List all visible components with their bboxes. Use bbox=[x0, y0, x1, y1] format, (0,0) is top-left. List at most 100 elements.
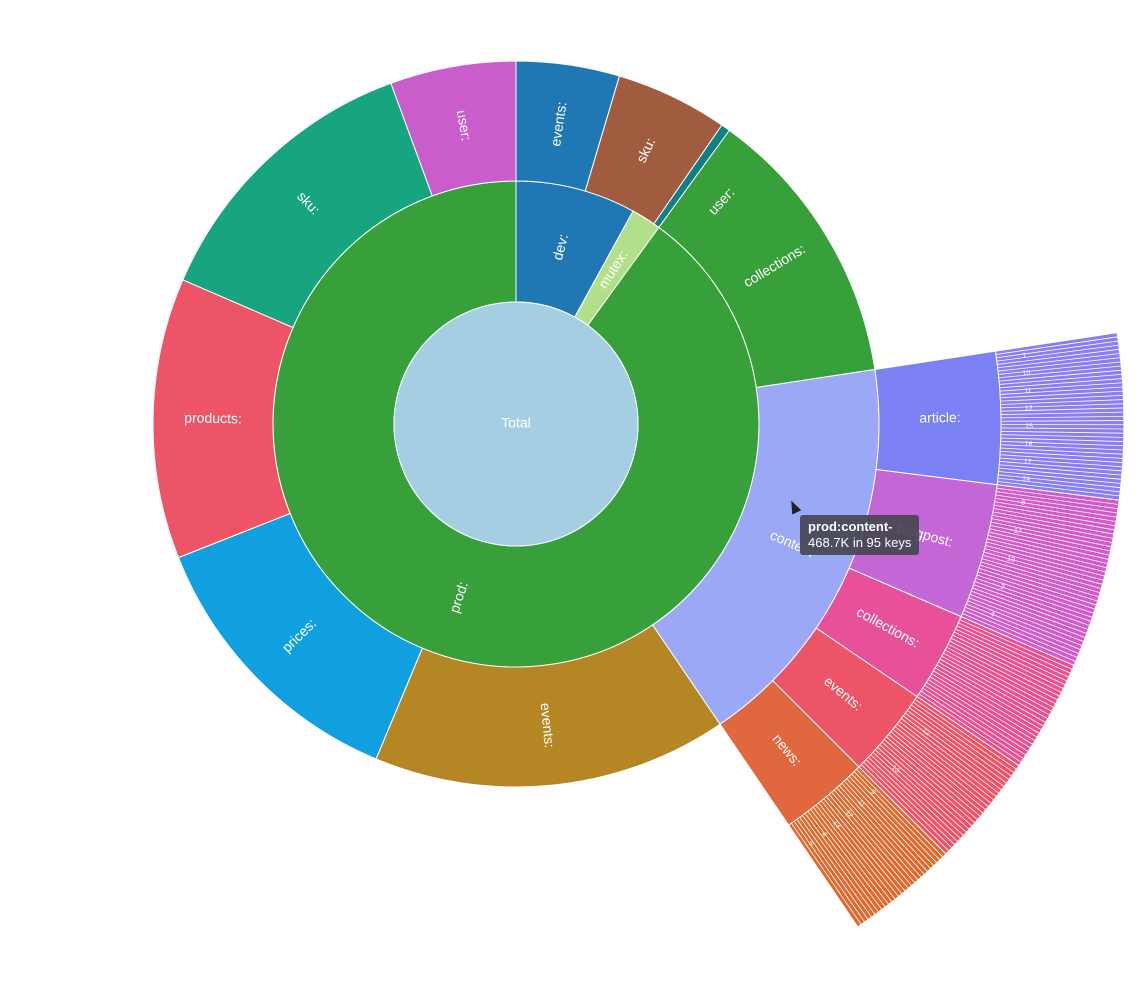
level1-prod-content-news-leaf-divider bbox=[818, 802, 896, 900]
level1-prod-content-article-leaf-divider bbox=[1000, 437, 1124, 442]
level1-prod-content-article-leaf-divider bbox=[1000, 430, 1124, 434]
level1-prod-events-label: events: bbox=[537, 702, 557, 749]
level1-prod-content-events-leaf-divider bbox=[886, 736, 981, 817]
level1-prod-content-blogpost-leaf-divider bbox=[966, 603, 1081, 650]
tooltip-detail: 468.7K in 95 keys bbox=[808, 535, 912, 550]
level1-prod-content-news-leaf-label: 13 bbox=[831, 819, 841, 830]
level1-prod-content-news-leaf-divider bbox=[836, 787, 919, 881]
level1-prod-content-events-leaf-divider bbox=[868, 756, 959, 843]
level1-prod-user-arc[interactable] bbox=[390, 60, 517, 197]
level1-prod-content-blogpost-leaf-divider bbox=[993, 508, 1115, 531]
level1-prod-content-events-leaf-divider bbox=[901, 718, 1000, 794]
level1-prod-content-blogpost-leaf-divider bbox=[994, 504, 1116, 527]
level1-prod-content-news-leaf-divider bbox=[793, 821, 866, 923]
level1-prod-content-article-leaf-label: 16 bbox=[1025, 441, 1033, 448]
level1-prod-content-events-leaf-divider bbox=[881, 741, 976, 824]
level1-prod-content-blogpost-leaf-divider bbox=[976, 574, 1094, 614]
level1-prod-content-blogpost-leaf-divider bbox=[996, 491, 1119, 510]
level1-prod-content-article-leaf-divider bbox=[1000, 434, 1124, 438]
level1-prod-content-article-leaf-divider bbox=[998, 365, 1122, 379]
level1-prod-content-news-leaf-ring[interactable] bbox=[787, 766, 947, 928]
level1-prod-content-news-leaf-divider bbox=[804, 813, 879, 913]
level1-prod-content-events-leaf-divider bbox=[907, 710, 1007, 784]
level1-prod-content-events-leaf-divider bbox=[888, 734, 984, 814]
level1-prod-content-blogpost-leaf-divider bbox=[977, 571, 1096, 610]
level1-prod-content-blogpost-leaf-divider bbox=[992, 511, 1115, 535]
level1-prod-products-label: products: bbox=[184, 409, 242, 426]
level1-prod-content-article-leaf-divider bbox=[998, 471, 1122, 484]
level1-prod-content-article-leaf-divider bbox=[1000, 427, 1124, 430]
level1-prod-content-blogpost-leaf-divider bbox=[983, 551, 1103, 585]
level1-prod-content-collections-leaf-divider bbox=[959, 619, 1073, 670]
level1-prod-content-collections-leaf-divider bbox=[943, 652, 1053, 712]
level1-prod-content-blogpost-leaf-divider bbox=[986, 541, 1106, 573]
level1-prod-content-collections-leaf-divider bbox=[936, 664, 1044, 727]
level1-prod-content-article-leaf-divider bbox=[999, 382, 1123, 392]
level1-prod-content-collections-leaf-divider bbox=[939, 658, 1048, 720]
level1-prod-content-events-leaf-divider bbox=[914, 699, 1017, 770]
level1-prod-content-news-leaf-divider bbox=[838, 785, 922, 878]
level1-prod-content-news-leaf-divider bbox=[807, 811, 883, 910]
level1-prod-content-events-leaf-divider bbox=[872, 751, 964, 836]
level1-prod-content-article-leaf-divider bbox=[999, 378, 1123, 389]
level1-prod-content-blogpost-leaf-divider bbox=[987, 534, 1108, 565]
level1-prod-content-article-leaf-divider bbox=[1000, 394, 1124, 402]
level1-prod-content-collections-leaf-divider bbox=[950, 637, 1062, 693]
level1-prod-content-blogpost-leaf-divider bbox=[969, 593, 1086, 638]
level1-prod-content-events-leaf-divider bbox=[896, 723, 995, 801]
level1-prod-content-news-leaf-label: 4 bbox=[820, 831, 828, 838]
level1-prod-content-article-leaf-divider bbox=[997, 353, 1120, 369]
level1-prod-content-blogpost-leaf-divider bbox=[990, 524, 1111, 552]
level1-prod-content-blogpost-leaf-label: 2 bbox=[999, 584, 1005, 592]
level1-prod-content-blogpost-leaf-divider bbox=[972, 587, 1089, 630]
level1-prod-user-label: user: bbox=[454, 109, 475, 142]
level1-prod-content-collections-leaf-divider bbox=[929, 676, 1036, 742]
level1-prod-content-news-leaf-divider bbox=[846, 778, 931, 869]
level1-prod-content-news-leaf-label: 6 bbox=[807, 840, 815, 847]
level1-prod-content-article-leaf-divider bbox=[999, 369, 1122, 382]
level1-prod-content-news-leaf-divider bbox=[812, 806, 889, 905]
root-circle[interactable] bbox=[393, 301, 639, 547]
level1-prod-content-article-leaf-divider bbox=[998, 361, 1121, 375]
level1-prod-content-events-leaf-divider bbox=[883, 739, 978, 820]
level1-prod-content-article-leaf-divider bbox=[1000, 407, 1124, 412]
level1-prod-content-article-leaf-divider bbox=[1000, 447, 1124, 455]
level1-prod-content-collections-leaf-divider bbox=[944, 649, 1055, 708]
level1-prod-content-article-leaf-divider bbox=[1000, 411, 1124, 415]
level1-prod-content-blogpost-leaf-divider bbox=[974, 581, 1092, 622]
level1-prod-content-article-leaf-divider bbox=[998, 474, 1121, 489]
level1-prod-content-collections-leaf-divider bbox=[931, 673, 1038, 738]
level1-prod-content-blogpost-leaf-label: 19 bbox=[1006, 555, 1015, 564]
level1-prod-content-news-leaf-divider bbox=[796, 819, 869, 920]
level1-prod-content-collections-leaf-divider bbox=[953, 631, 1066, 686]
level1-prod-content-blogpost-leaf-divider bbox=[988, 531, 1109, 560]
level1-prod-content-article-label: article: bbox=[919, 409, 960, 426]
level1-prod-content-blogpost-leaf-divider bbox=[995, 494, 1118, 514]
level1-prod-content-blogpost-leaf-divider bbox=[985, 544, 1105, 577]
level1-prod-content-blogpost-leaf-divider bbox=[975, 577, 1093, 618]
level1-prod-content-collections-leaf-divider bbox=[946, 646, 1056, 705]
level1-prod-content-events-leaf-divider bbox=[894, 726, 992, 804]
sunburst-root[interactable]: Total bbox=[393, 301, 639, 547]
level1-prod-content-news-leaf-label: 9 bbox=[869, 789, 877, 797]
level1-prod-content-news-leaf-divider bbox=[856, 769, 944, 858]
level1-prod-content-blogpost-leaf-divider bbox=[980, 561, 1100, 598]
level1-prod-content-blogpost-leaf-divider bbox=[995, 497, 1117, 518]
level1-prod-content-article-leaf-label: 19 bbox=[1022, 476, 1031, 484]
level1-prod-content-blogpost-leaf-divider bbox=[978, 568, 1097, 606]
level1-prod-content-news-leaf-divider bbox=[791, 822, 862, 925]
level1-prod-content-events-leaf-divider bbox=[877, 746, 970, 830]
level1-prod-content-article-leaf-divider bbox=[995, 336, 1118, 355]
level1-prod-content-collections-leaf-divider bbox=[924, 684, 1029, 752]
level1-prod-content-collections-leaf-divider bbox=[941, 655, 1051, 716]
level1-prod-content-collections-leaf-divider bbox=[920, 690, 1024, 760]
level1-prod-content-events-leaf-divider bbox=[909, 707, 1010, 780]
level1-prod-content-blogpost-leaf-divider bbox=[973, 584, 1090, 626]
level1-prod-content-article-leaf-divider bbox=[999, 454, 1123, 463]
level1-prod-content-events-leaf-divider bbox=[879, 744, 973, 827]
level1-prod-content-collections-leaf-divider bbox=[956, 625, 1069, 678]
level1-prod-content-blogpost-leaf-divider bbox=[968, 597, 1084, 642]
tooltip-title: prod:content- bbox=[808, 519, 893, 534]
level1-prod-content-article-leaf-divider bbox=[1000, 399, 1124, 405]
level1-prod-content-article-leaf-label: 15 bbox=[1025, 423, 1033, 430]
